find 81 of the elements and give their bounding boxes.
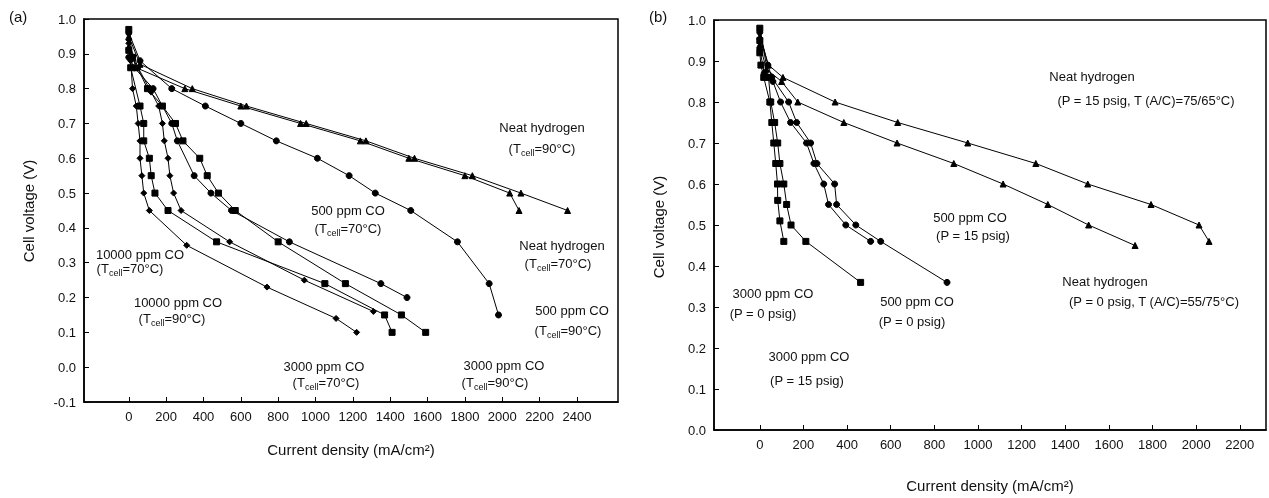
y-axis-title: Cell voltage (V) — [19, 159, 37, 262]
x-tick-label: 2200 — [1225, 437, 1255, 452]
annotation: Neat hydrogen — [519, 237, 605, 253]
y-tick-label: 0.0 — [57, 359, 76, 375]
x-tick-label: 2000 — [487, 409, 517, 424]
x-tick-label: 800 — [267, 409, 290, 424]
x-tick-label: 600 — [229, 409, 252, 424]
y-tick-label: 0.5 — [57, 185, 76, 201]
chart-title: (a) — [9, 8, 28, 25]
y-tick-label: 0.4 — [57, 220, 76, 236]
annotation: (T$_{cell}$=90°C) — [138, 310, 206, 329]
y-tick-label: 0.6 — [687, 176, 706, 192]
annotation: 3000 ppm CO — [768, 348, 850, 364]
x-tick-label: 1000 — [963, 437, 993, 452]
y-tick-label: 0.9 — [57, 46, 76, 62]
chart-title: (b) — [649, 8, 668, 25]
x-tick-label: 2000 — [1181, 437, 1211, 452]
y-tick-label: 0.2 — [57, 290, 76, 306]
annotation: (T$_{cell}$=70°C) — [524, 255, 592, 274]
y-tick-label: -0.1 — [53, 394, 76, 410]
annotation: Neat hydrogen — [1062, 273, 1148, 289]
annotation: Neat hydrogen — [499, 119, 585, 135]
x-tick-label: 1400 — [375, 409, 405, 424]
x-tick-label: 0 — [125, 409, 133, 424]
annotation: (P = 15 psig) — [770, 372, 844, 388]
y-axis-title: Cell voltage (V) — [649, 175, 667, 279]
annotation: Neat hydrogen — [1049, 68, 1135, 84]
y-tick-label: 0.1 — [687, 381, 706, 397]
x-tick-label: 1800 — [450, 409, 480, 424]
annotation: (P = 0 psig) — [729, 305, 797, 321]
y-tick-label: 0.7 — [687, 135, 706, 151]
x-tick-label: 400 — [836, 437, 858, 452]
y-tick-label: 0.4 — [687, 258, 706, 274]
y-tick-label: 0.6 — [57, 150, 76, 166]
annotation: 10000 ppm CO — [133, 294, 223, 310]
x-tick-label: 800 — [923, 437, 946, 452]
annotation: 3000 ppm CO — [732, 285, 814, 301]
x-tick-label: 200 — [792, 437, 815, 452]
y-tick-label: 1.0 — [687, 12, 706, 28]
y-tick-label: 0.9 — [687, 53, 706, 69]
annotation: (T$_{cell}$=90°C) — [534, 322, 602, 341]
y-tick-label: 0.3 — [57, 255, 76, 271]
x-axis-title: Current density (mA/cm²) — [906, 477, 1074, 494]
annotation: (T$_{cell}$=70°C) — [292, 374, 360, 393]
annotation: (P = 15 psig) — [936, 227, 1010, 243]
x-tick-label: 200 — [155, 409, 178, 424]
y-tick-label: 0.0 — [687, 422, 706, 438]
x-tick-label: 600 — [879, 437, 902, 452]
annotation: (T$_{cell}$=70°C) — [314, 220, 382, 239]
y-tick-label: 0.1 — [57, 324, 76, 340]
annotation: 500 ppm CO — [880, 293, 954, 309]
annotation: 500 ppm CO — [311, 202, 385, 218]
annotation: 500 ppm CO — [535, 302, 609, 318]
y-tick-label: 0.8 — [57, 81, 76, 97]
annotation: 3000 ppm CO — [283, 358, 365, 374]
y-tick-label: 0.2 — [687, 340, 706, 356]
annotation: (P = 15 psig, T (A/C)=75/65°C) — [1057, 92, 1235, 108]
annotation: 500 ppm CO — [933, 209, 1007, 225]
x-tick-label: 2400 — [562, 409, 592, 424]
y-tick-label: 0.7 — [57, 115, 76, 131]
y-tick-label: 0.8 — [687, 94, 706, 110]
x-tick-label: 1000 — [301, 409, 330, 424]
x-tick-label: 1800 — [1138, 437, 1168, 452]
annotation: (T$_{cell}$=90°C) — [508, 140, 576, 159]
y-tick-label: 1.0 — [57, 11, 76, 27]
x-tick-label: 1600 — [413, 409, 443, 424]
x-tick-label: 400 — [192, 409, 215, 424]
x-tick-label: 1200 — [1007, 437, 1037, 452]
annotation: (P = 0 psig) — [878, 313, 946, 329]
x-axis-title: Current density (mA/cm²) — [267, 441, 435, 458]
annotation: (T$_{cell}$=90°C) — [461, 374, 529, 393]
annotation: (P = 0 psig, T (A/C)=55/75°C) — [1069, 293, 1239, 309]
y-tick-label: 0.3 — [687, 299, 706, 315]
x-tick-label: 1600 — [1094, 437, 1124, 452]
x-tick-label: 1400 — [1050, 437, 1080, 452]
x-tick-label: 2200 — [525, 409, 555, 424]
x-tick-label: 1200 — [338, 409, 368, 424]
annotation: 3000 ppm CO — [463, 357, 545, 373]
annotation: 10000 ppm CO — [95, 246, 185, 262]
x-tick-label: 0 — [756, 437, 764, 452]
y-tick-label: 0.5 — [687, 217, 706, 233]
